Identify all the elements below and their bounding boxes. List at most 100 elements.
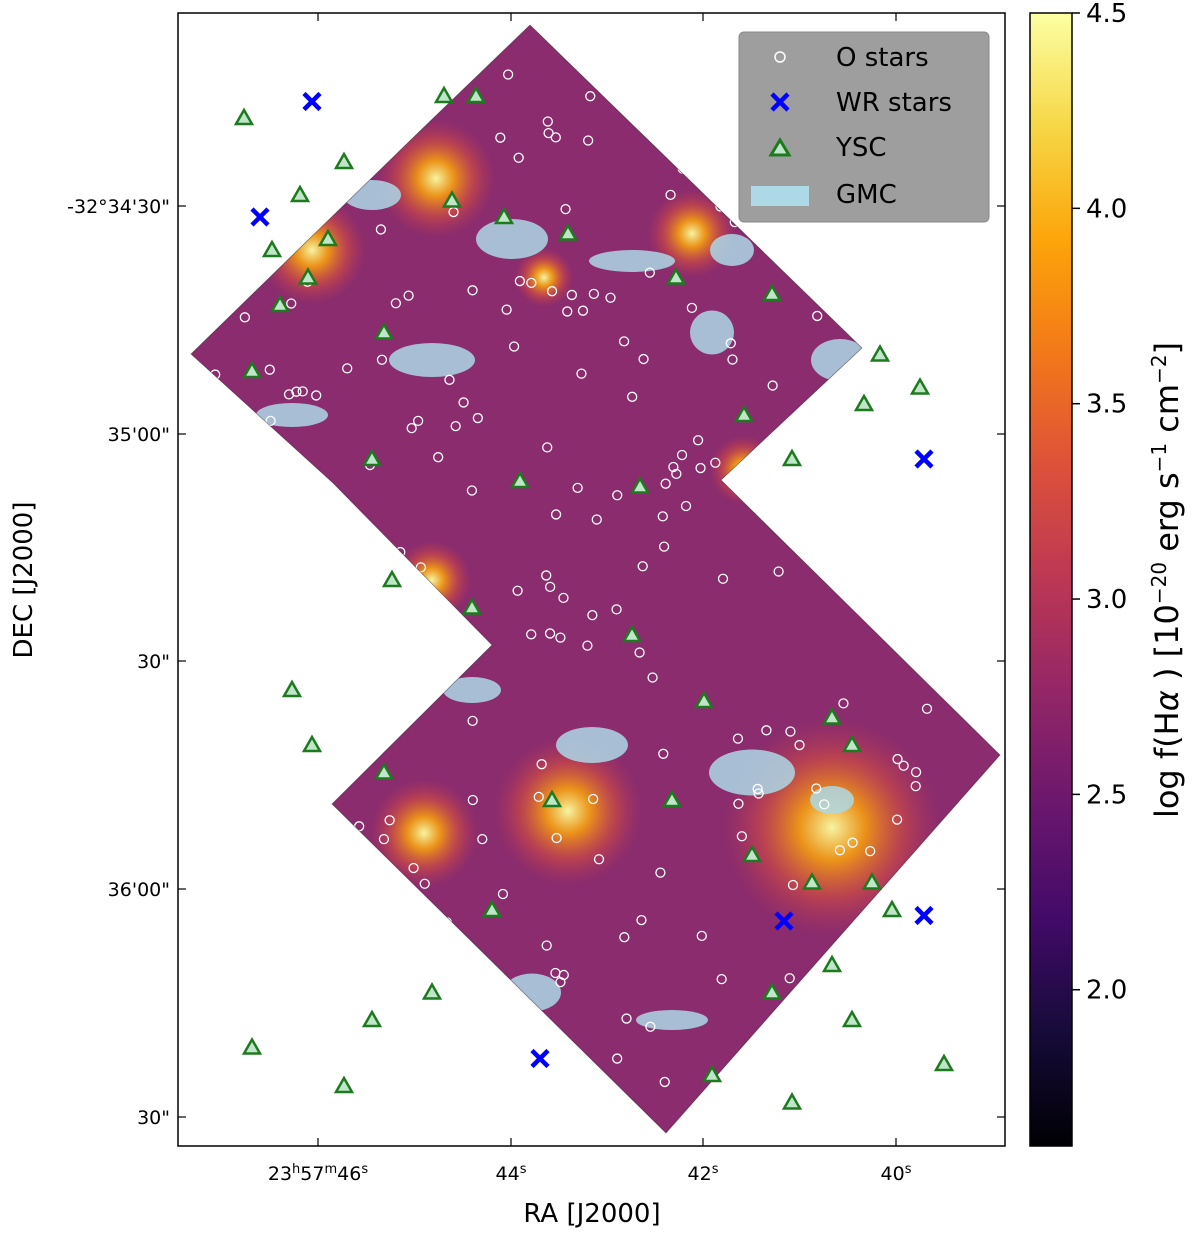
ysc-marker bbox=[741, 844, 763, 863]
ysc-marker bbox=[509, 470, 531, 489]
o-star-marker bbox=[637, 561, 648, 572]
y-tick-label: 30" bbox=[137, 1107, 170, 1129]
o-star-marker bbox=[286, 298, 297, 309]
gmc-patch bbox=[810, 786, 854, 814]
o-star-marker bbox=[634, 647, 645, 658]
o-star-marker bbox=[659, 1076, 670, 1088]
colorbar-tick-label: 4.5 bbox=[1086, 0, 1127, 29]
ysc-markers bbox=[233, 85, 955, 1110]
wr-star-stroke bbox=[914, 449, 934, 469]
colorbar-tick-label: 4.0 bbox=[1086, 194, 1127, 224]
o-star-marker bbox=[576, 368, 587, 379]
o-star-marker bbox=[406, 423, 417, 434]
o-star-marker bbox=[593, 854, 605, 865]
o-star-marker bbox=[466, 485, 478, 496]
gmc-patch bbox=[389, 343, 475, 377]
ysc-marker bbox=[289, 184, 311, 203]
o-star-marker bbox=[542, 116, 553, 127]
gmc-patch bbox=[589, 250, 675, 272]
ysc-marker bbox=[629, 475, 651, 494]
o-star-marker bbox=[794, 739, 805, 751]
o-star-marker bbox=[550, 509, 562, 520]
y-tick-label: 35'00" bbox=[108, 424, 170, 446]
o-star-marker bbox=[819, 799, 830, 810]
ysc-marker bbox=[841, 734, 863, 753]
ysc-marker bbox=[853, 393, 875, 412]
o-star-marker bbox=[680, 500, 692, 512]
wr-star-stroke bbox=[302, 91, 322, 112]
o-star-marker bbox=[562, 306, 573, 317]
o-star-marker bbox=[787, 879, 799, 891]
o-star-marker bbox=[536, 759, 547, 770]
o-star-marker bbox=[502, 69, 514, 80]
o-star-marker bbox=[572, 482, 583, 493]
o-star-marker bbox=[612, 490, 623, 501]
ysc-marker bbox=[621, 624, 643, 643]
wr-star-stroke bbox=[250, 207, 270, 227]
o-star-marker bbox=[658, 748, 669, 759]
o-star-marker bbox=[605, 292, 616, 303]
y-axis-label: DEC [J2000] bbox=[9, 502, 39, 659]
emission-glow bbox=[514, 247, 574, 308]
o-star-marker bbox=[619, 932, 630, 943]
o-star-marker bbox=[283, 389, 295, 400]
o-star-marker bbox=[692, 435, 704, 446]
ysc-marker bbox=[317, 228, 339, 247]
ysc-marker bbox=[661, 789, 683, 808]
o-star-marker bbox=[753, 788, 764, 799]
o-star-marker bbox=[865, 845, 876, 857]
y-tick-label: 30" bbox=[137, 651, 170, 673]
o-star-marker bbox=[784, 973, 795, 984]
o-star-marker bbox=[342, 363, 353, 374]
o-star-marker bbox=[921, 703, 933, 714]
ysc-marker bbox=[381, 569, 403, 588]
ysc-marker bbox=[269, 294, 291, 313]
gmc-patch bbox=[476, 219, 548, 259]
o-star-marker bbox=[671, 468, 682, 480]
o-star-marker bbox=[660, 478, 671, 489]
colorbar-tick-label: 2.5 bbox=[1086, 780, 1127, 810]
o-star-marker bbox=[265, 415, 276, 426]
y-tick-label: -32°34'30" bbox=[67, 196, 170, 218]
emission-glow bbox=[493, 736, 643, 886]
gmc-patch bbox=[443, 677, 501, 703]
ysc-marker bbox=[481, 899, 503, 918]
o-star-marker bbox=[910, 780, 921, 792]
o-star-marker bbox=[658, 541, 670, 552]
wr-star-stroke bbox=[530, 1048, 550, 1069]
ysc-marker bbox=[333, 1075, 355, 1094]
gmc-patch bbox=[556, 727, 628, 763]
x-tick-label: 23h57m46s bbox=[268, 1162, 368, 1185]
ysc-marker bbox=[909, 376, 931, 395]
o-star-marker bbox=[732, 733, 744, 744]
o-star-marker bbox=[767, 380, 778, 391]
o-star-marker bbox=[733, 798, 744, 809]
o-star-marker bbox=[577, 305, 589, 316]
legend-gmc-patch bbox=[751, 186, 809, 206]
x-tick-label: 40s bbox=[881, 1162, 912, 1185]
o-star-marker bbox=[717, 573, 729, 584]
o-star-marker bbox=[458, 397, 469, 408]
o-star-marker bbox=[627, 391, 638, 402]
ysc-marker bbox=[869, 343, 891, 362]
o-star-marker bbox=[725, 338, 736, 349]
colorbar: 2.0 2.5 3.0 3.5 4.0 4.5 log f(Hα ) [10−20 erg… bbox=[1029, 0, 1186, 1147]
o-star-marker bbox=[727, 354, 738, 365]
o-star-marker bbox=[668, 461, 679, 473]
wr-star-marker bbox=[302, 91, 322, 112]
o-star-marker bbox=[558, 969, 569, 981]
o-star-marker bbox=[752, 783, 763, 795]
o-star-marker bbox=[560, 203, 571, 215]
o-star-marker bbox=[433, 452, 444, 463]
x-axis bbox=[317, 13, 897, 1146]
legend-wr-marker bbox=[770, 92, 790, 112]
o-star-marker bbox=[467, 715, 478, 727]
ysc-marker bbox=[693, 690, 715, 709]
o-star-marker bbox=[390, 298, 402, 309]
ysc-marker bbox=[373, 761, 395, 780]
ysc-marker bbox=[433, 85, 455, 104]
o-star-marker bbox=[513, 152, 524, 163]
colorbar-tick-label: 3.0 bbox=[1086, 585, 1127, 615]
ysc-marker bbox=[557, 222, 579, 241]
